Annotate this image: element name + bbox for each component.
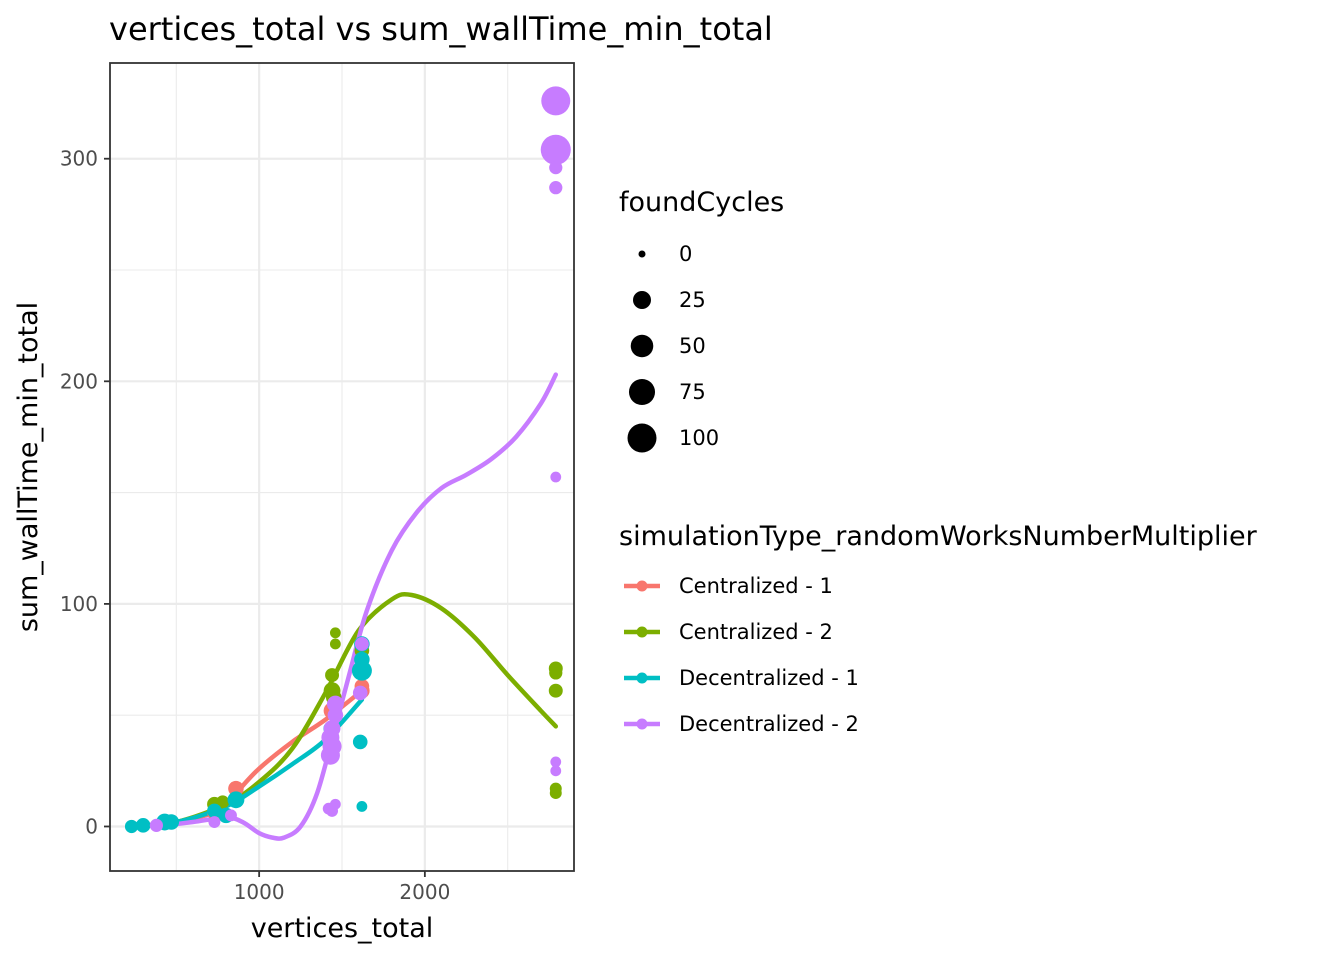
chart-title: vertices_total vs sum_wallTime_min_total (109, 10, 773, 48)
data-point (550, 471, 562, 483)
data-point (323, 720, 341, 737)
size-legend-key (630, 334, 654, 358)
data-point (207, 803, 222, 819)
y-tick-label: 0 (85, 814, 98, 838)
axes: 1000 2000 0 100 200 300 (60, 147, 450, 904)
data-point (124, 819, 139, 834)
size-legend-key (638, 250, 646, 258)
data-point (329, 627, 341, 639)
panel-border (109, 62, 575, 872)
data-point (216, 795, 230, 809)
data-point (540, 134, 571, 165)
y-tick-label: 100 (60, 592, 98, 616)
data-point (549, 181, 563, 195)
color-legend-label: Centralized - 1 (679, 574, 833, 598)
y-tick-label: 300 (60, 147, 98, 171)
color-legend-key-dot (636, 718, 648, 730)
size-legend-title: foundCycles (619, 187, 784, 218)
size-legend-key (633, 291, 651, 309)
data-point (163, 814, 180, 830)
data-point (329, 798, 341, 810)
data-point (149, 818, 164, 832)
size-legend-label: 100 (679, 426, 719, 450)
y-tick-label: 200 (60, 369, 98, 393)
color-legend-label: Decentralized - 1 (679, 666, 859, 690)
x-tick-label: 2000 (399, 880, 450, 904)
size-legend-label: 0 (679, 242, 692, 266)
data-point (549, 161, 563, 175)
data-point (541, 86, 571, 116)
data-point (352, 685, 368, 701)
color-legend-key-dot (636, 626, 648, 638)
data-point (354, 636, 369, 651)
size-legend: foundCycles 0 25 50 75 100 (619, 187, 784, 453)
color-legend-key-dot (636, 580, 648, 592)
data-point (550, 765, 562, 777)
color-legend-title: simulationType_randomWorksNumberMultipli… (619, 521, 1258, 552)
size-legend-label: 75 (679, 380, 706, 404)
data-points (124, 86, 571, 834)
size-legend-key (628, 378, 656, 406)
x-axis-title: vertices_total (251, 913, 434, 944)
color-legend-key-dot (636, 672, 648, 684)
data-point (325, 668, 340, 683)
x-tick-label: 1000 (234, 880, 285, 904)
data-point (548, 683, 563, 698)
data-point (356, 801, 368, 812)
size-legend-label: 50 (679, 334, 706, 358)
data-point (208, 816, 221, 828)
data-point (351, 660, 372, 681)
color-legend-label: Decentralized - 2 (679, 712, 859, 736)
data-point (550, 756, 562, 768)
data-point (329, 638, 341, 650)
data-point (227, 791, 245, 809)
data-point (549, 666, 563, 680)
smooth-line (154, 372, 559, 841)
color-legend: simulationType_randomWorksNumberMultipli… (619, 521, 1258, 736)
gridlines (110, 63, 574, 871)
data-point (549, 787, 562, 800)
color-legend-label: Centralized - 2 (679, 620, 833, 644)
size-legend-label: 25 (679, 288, 706, 312)
y-axis-title: sum_wallTime_min_total (13, 302, 44, 632)
data-point (326, 695, 344, 713)
size-legend-key (627, 423, 657, 453)
data-point (352, 734, 368, 750)
data-point (225, 809, 237, 822)
data-point (135, 818, 151, 833)
